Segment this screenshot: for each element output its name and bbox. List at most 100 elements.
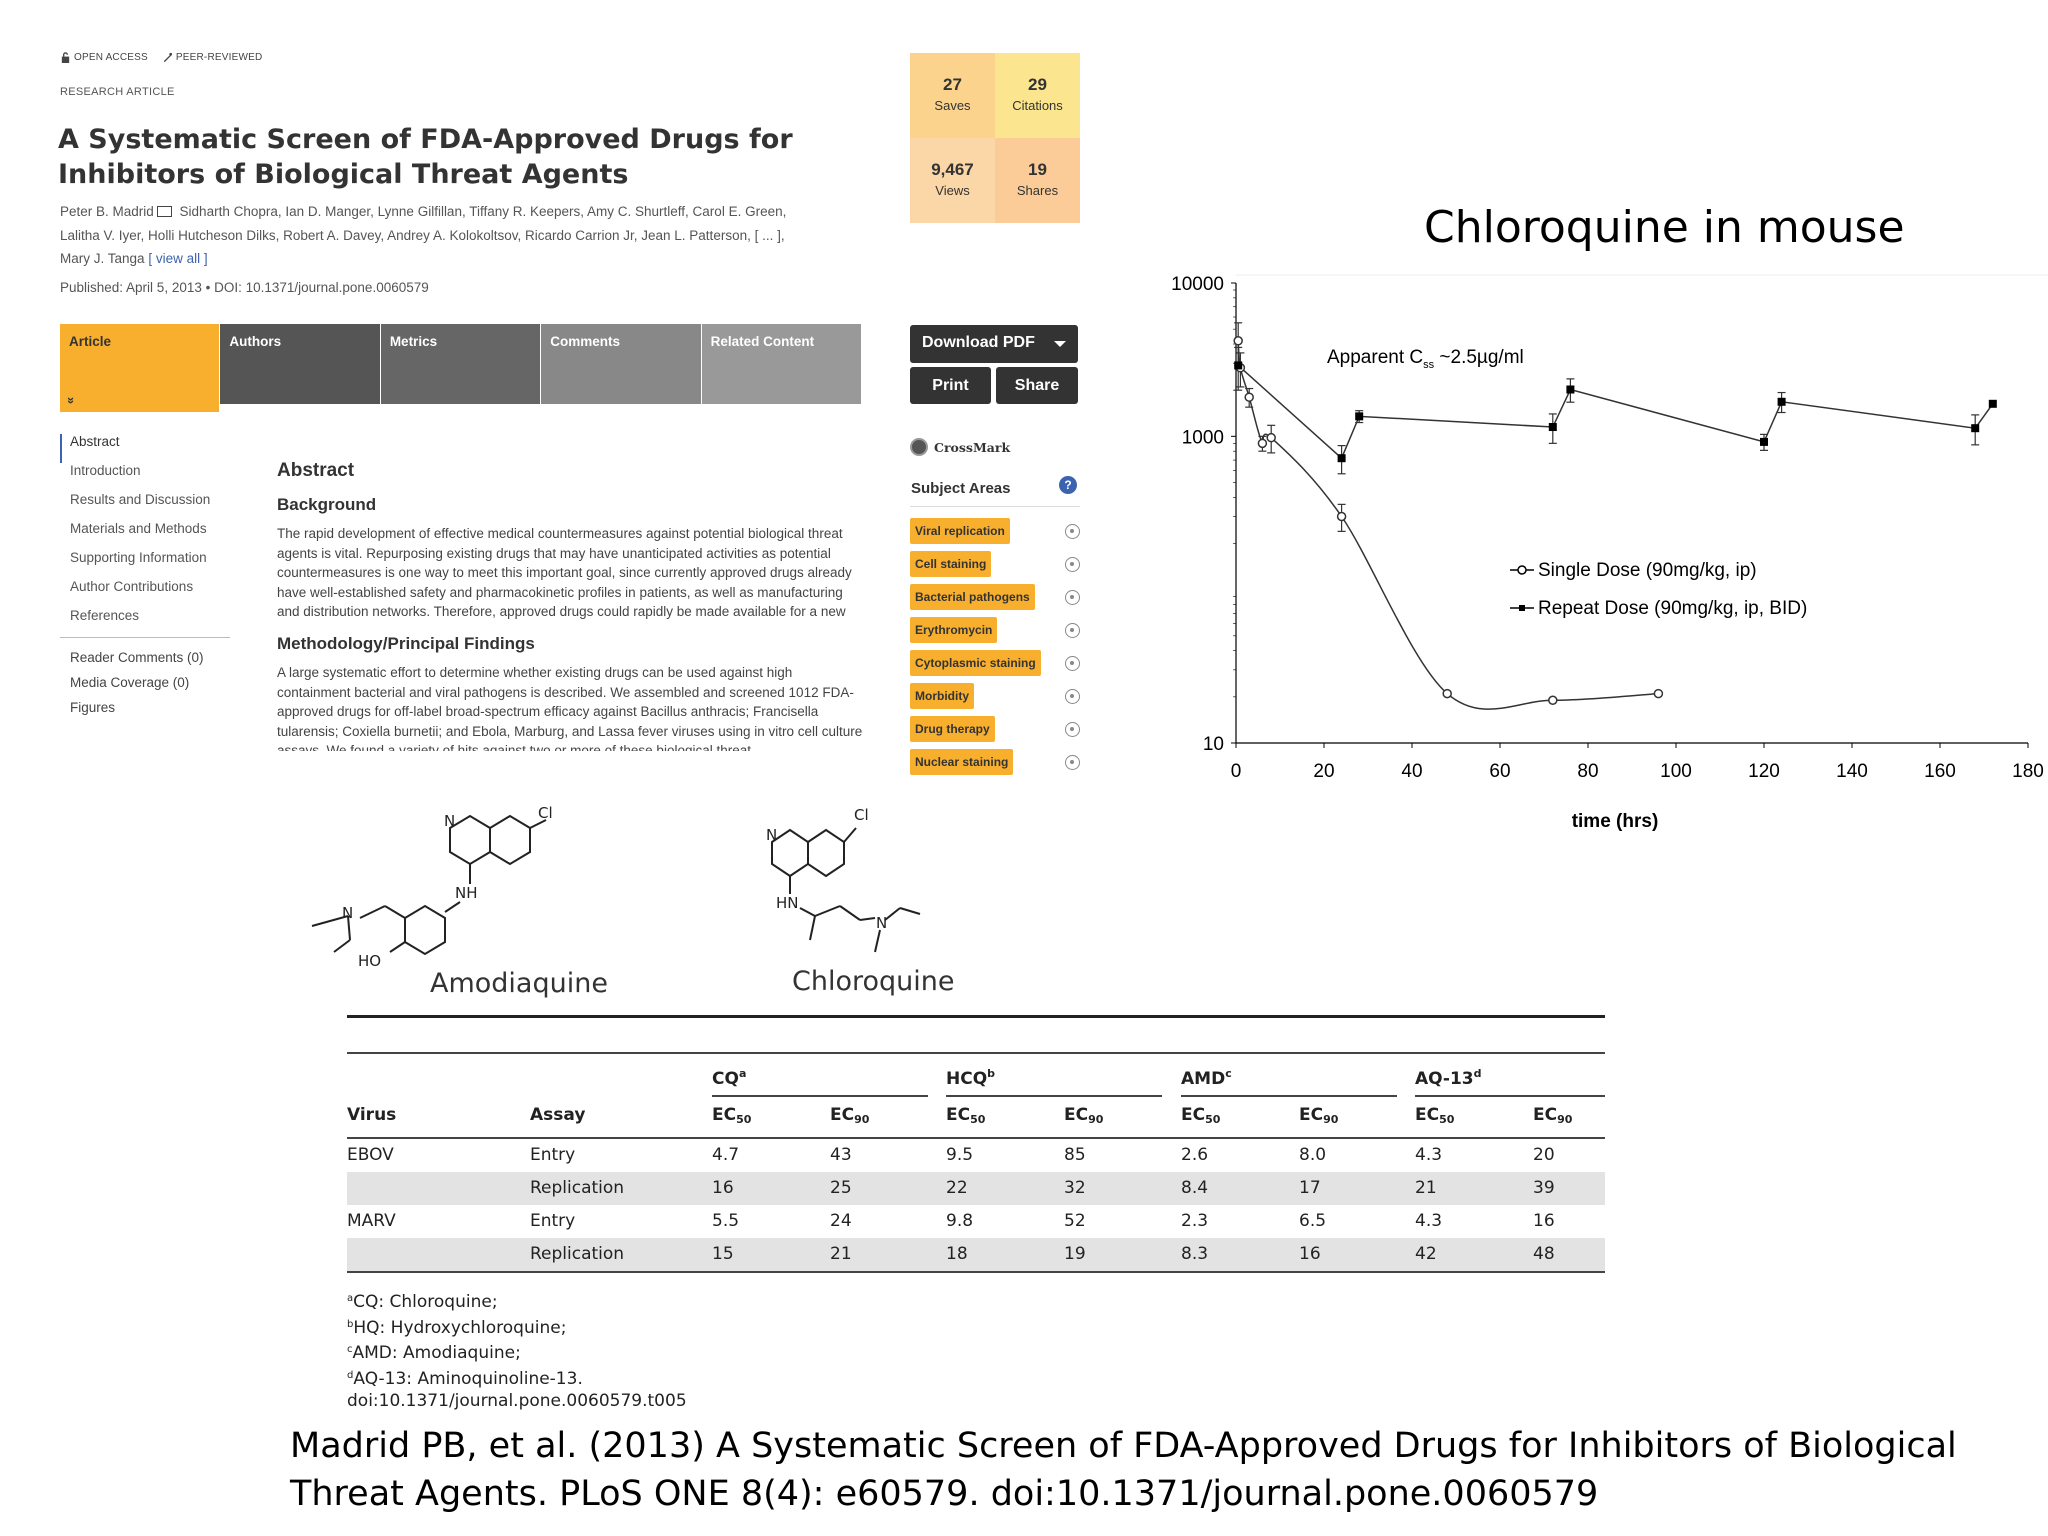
row-shade	[347, 1238, 1605, 1271]
metric-citations[interactable]: 29 Citations	[995, 53, 1080, 138]
download-pdf-button[interactable]: Download PDF	[910, 325, 1078, 363]
group-header-cq: CQa	[712, 1067, 747, 1089]
data-point-single-dose	[1233, 336, 1243, 346]
subject-area-item: Cytoplasmic staining	[910, 650, 1080, 683]
tab-article[interactable]: Article »	[60, 324, 220, 412]
row-shade	[347, 1172, 1605, 1205]
add-subject-icon[interactable]	[1065, 623, 1080, 638]
add-subject-icon[interactable]	[1065, 590, 1080, 605]
abstract-section: Abstract Background The rapid developmen…	[277, 460, 867, 751]
table-cell: 48	[1533, 1244, 1555, 1264]
atom-label: NH	[455, 884, 478, 902]
authors-line1: Sidharth Chopra, Ian D. Manger, Lynne Gi…	[175, 204, 787, 219]
citation-line2: Threat Agents. PLoS ONE 8(4): e60579. do…	[290, 1474, 1599, 1514]
x-tick-label: 20	[1313, 761, 1334, 782]
subject-tag[interactable]: Morbidity	[910, 683, 974, 709]
author-first[interactable]: Peter B. Madrid	[60, 204, 154, 219]
article-tabs: Article » Authors Metrics Comments Relat…	[60, 324, 862, 412]
add-subject-icon[interactable]	[1065, 557, 1080, 572]
col-header-virus: Virus	[347, 1105, 397, 1125]
atom-label: HO	[358, 952, 381, 970]
toc-item-supporting[interactable]: Supporting Information	[70, 550, 207, 565]
unlock-icon	[61, 52, 70, 63]
data-point-repeat-dose	[1988, 399, 1997, 408]
table-cell: 4.7	[712, 1145, 740, 1165]
legend-single-dose: Single Dose (90mg/kg, ip)	[1538, 560, 1757, 581]
x-tick-label: 140	[1836, 761, 1868, 782]
footnote: aCQ: Chloroquine;	[347, 1292, 498, 1312]
cell-assay: Replication	[530, 1178, 625, 1198]
table-cell: 24	[830, 1211, 852, 1231]
table-cell: 5.5	[712, 1211, 740, 1231]
toc-item-references[interactable]: References	[70, 608, 140, 623]
share-button[interactable]: Share	[996, 367, 1078, 404]
y-tick-label: 1000	[1182, 427, 1224, 448]
toc-media-coverage[interactable]: Media Coverage (0)	[70, 675, 190, 690]
data-point-single-dose	[1653, 688, 1664, 699]
view-all-authors-link[interactable]: [ view all ]	[148, 251, 208, 266]
add-subject-icon[interactable]	[1065, 524, 1080, 539]
article-panel: OPEN ACCESS PEER-REVIEWED RESEARCH ARTIC…	[56, 48, 1086, 808]
data-point-repeat-dose	[1760, 437, 1768, 446]
toc-item-methods[interactable]: Materials and Methods	[70, 521, 207, 536]
access-badges: OPEN ACCESS PEER-REVIEWED	[60, 52, 262, 63]
subject-area-item: Nuclear staining	[910, 749, 1080, 782]
toc-item-introduction[interactable]: Introduction	[70, 463, 141, 478]
table-cell: 16	[1533, 1211, 1555, 1231]
data-point-single-dose	[1244, 392, 1254, 402]
authors-line3: Mary J. Tanga	[60, 251, 145, 266]
subject-tag[interactable]: Bacterial pathogens	[910, 584, 1035, 610]
metric-saves[interactable]: 27 Saves	[910, 53, 995, 138]
subject-areas-list: Viral replication Cell staining Bacteria…	[910, 518, 1080, 782]
print-button[interactable]: Print	[910, 367, 991, 404]
toc-item-results[interactable]: Results and Discussion	[70, 492, 211, 507]
peer-reviewed-badge: PEER-REVIEWED	[162, 52, 263, 63]
table-cell: 2.3	[1181, 1211, 1209, 1231]
legend-repeat-dose: Repeat Dose (90mg/kg, ip, BID)	[1538, 598, 1807, 619]
table-cell: 2.6	[1181, 1145, 1209, 1165]
chevron-down-icon: »	[64, 396, 80, 405]
add-subject-icon[interactable]	[1065, 689, 1080, 704]
subject-area-item: Erythromycin	[910, 617, 1080, 650]
email-icon[interactable]	[156, 206, 172, 217]
table-cell: 8.4	[1181, 1178, 1209, 1198]
atom-label: N	[876, 914, 887, 932]
data-point-repeat-dose	[1566, 385, 1575, 394]
add-subject-icon[interactable]	[1065, 722, 1080, 737]
add-subject-icon[interactable]	[1065, 755, 1080, 770]
col-header-ec90: EC90	[830, 1105, 870, 1126]
series-line-single-dose	[1237, 340, 1659, 710]
group-rule	[1181, 1095, 1397, 1097]
add-subject-icon[interactable]	[1065, 656, 1080, 671]
citation-line1: Madrid PB, et al. (2013) A Systematic Sc…	[290, 1426, 1957, 1466]
cell-assay: Entry	[530, 1211, 576, 1231]
table-cell: 9.8	[946, 1211, 974, 1231]
table-rule	[347, 1052, 1605, 1054]
cell-assay: Replication	[530, 1244, 625, 1264]
subject-tag[interactable]: Cell staining	[910, 551, 992, 577]
subject-tag[interactable]: Viral replication	[910, 518, 1010, 544]
data-point-repeat-dose	[1548, 423, 1557, 432]
group-header-aq13: AQ-13d	[1415, 1067, 1482, 1089]
tab-comments[interactable]: Comments	[541, 324, 701, 404]
help-icon[interactable]: ?	[1059, 476, 1077, 494]
subject-tag[interactable]: Erythromycin	[910, 617, 998, 643]
crossmark-link[interactable]: CrossMark	[910, 438, 1010, 456]
subject-tag[interactable]: Drug therapy	[910, 716, 995, 742]
tab-metrics[interactable]: Metrics	[380, 324, 541, 404]
background-text: The rapid development of effective medic…	[277, 526, 852, 619]
tab-authors[interactable]: Authors	[220, 324, 380, 404]
metric-shares[interactable]: 19 Shares	[995, 138, 1080, 223]
subject-tag[interactable]: Cytoplasmic staining	[910, 650, 1041, 676]
data-point-repeat-dose	[1971, 424, 1980, 433]
metric-views[interactable]: 9,467 Views	[910, 138, 995, 223]
toc-item-contributions[interactable]: Author Contributions	[70, 579, 194, 594]
caret-down-icon[interactable]	[1054, 341, 1066, 347]
toc-item-abstract[interactable]: Abstract	[60, 434, 230, 463]
open-access-badge: OPEN ACCESS	[60, 52, 148, 63]
tab-related-content[interactable]: Related Content	[701, 324, 862, 404]
subject-tag[interactable]: Nuclear staining	[910, 749, 1014, 775]
table-cell: 17	[1299, 1178, 1321, 1198]
toc-figures[interactable]: Figures	[70, 700, 116, 715]
toc-reader-comments[interactable]: Reader Comments (0)	[70, 650, 204, 665]
